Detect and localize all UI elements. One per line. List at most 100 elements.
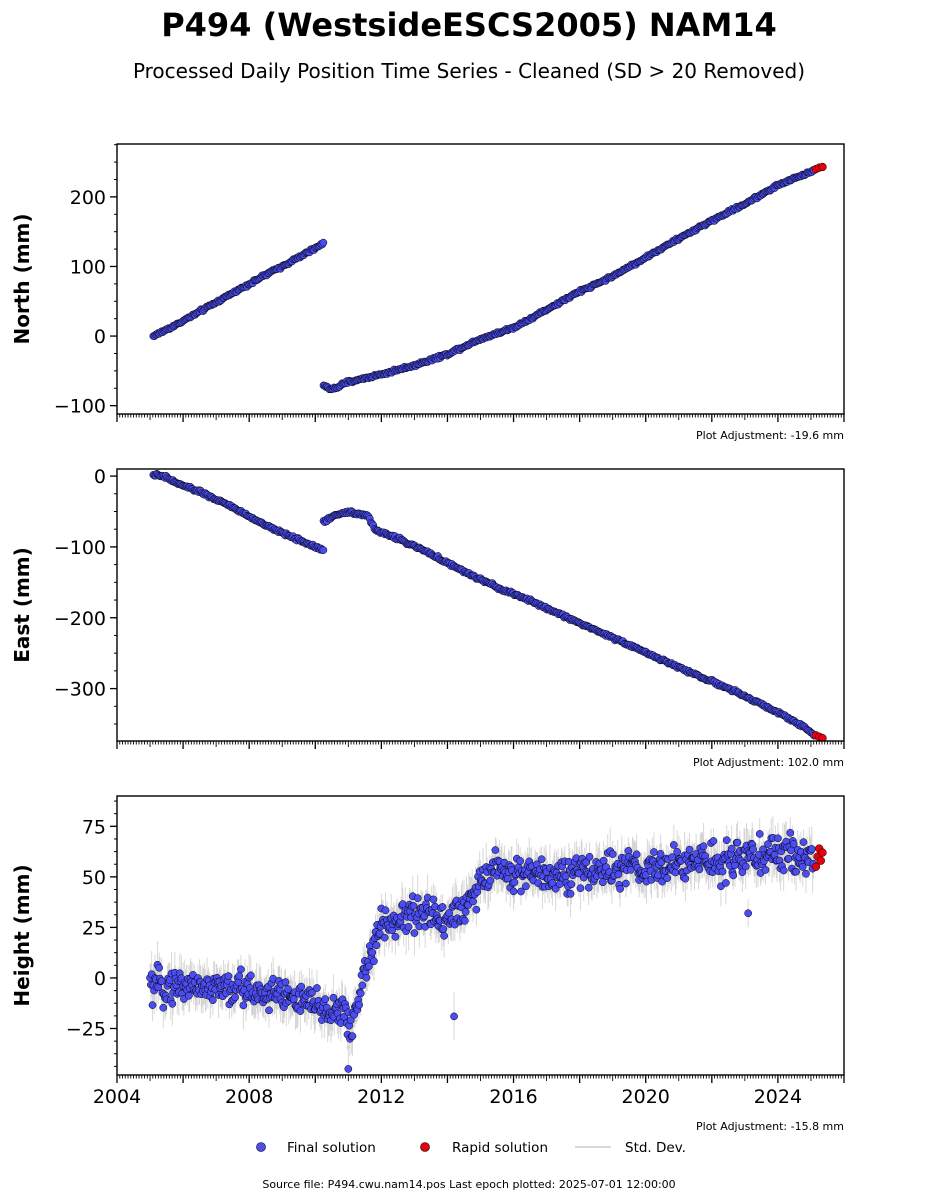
legend-std-label: Std. Dev. xyxy=(625,1140,686,1156)
x-tick-label: 2004 xyxy=(93,1086,141,1108)
legend-final-marker xyxy=(256,1142,266,1152)
final-point xyxy=(722,879,730,887)
final-point xyxy=(669,841,678,849)
height-axes-frame xyxy=(116,795,845,1076)
final-point xyxy=(362,973,371,982)
east-y-ticks: −300 −200 −100 0 xyxy=(54,466,117,725)
final-point xyxy=(671,868,680,877)
final-point xyxy=(159,1003,168,1012)
final-point xyxy=(616,884,624,893)
east-y-axis-label: East (mm) xyxy=(10,547,34,663)
y-tick-label: −25 xyxy=(66,1019,106,1041)
final-point xyxy=(650,848,658,856)
final-point xyxy=(727,844,736,853)
final-point xyxy=(224,972,233,980)
height-plot-adjustment: Plot Adjustment: -15.8 mm xyxy=(696,1120,844,1133)
final-point xyxy=(709,837,718,845)
legend-rapid-marker xyxy=(420,1142,430,1152)
final-point xyxy=(168,999,177,1008)
final-point xyxy=(744,909,753,918)
final-point xyxy=(157,977,166,985)
rapid-point xyxy=(818,734,827,741)
east-panel: −300 −200 −100 0 East (mm) Plot Adjustment: 1… xyxy=(10,466,845,769)
final-point xyxy=(632,850,641,859)
final-point xyxy=(398,900,407,908)
final-point xyxy=(574,869,583,878)
y-tick-label: −100 xyxy=(54,396,106,418)
final-point xyxy=(234,978,243,987)
final-point xyxy=(685,845,694,854)
final-point xyxy=(319,238,328,247)
final-point xyxy=(510,878,519,887)
y-tick-label: 100 xyxy=(70,256,106,278)
final-point xyxy=(450,1012,458,1021)
final-point xyxy=(755,830,764,838)
final-point xyxy=(391,932,400,941)
final-point xyxy=(413,894,422,903)
north-panel: −100 0 100 200 North (mm) Plot Adjustment: -1… xyxy=(10,143,845,442)
north-x-ticks xyxy=(116,414,845,422)
final-point xyxy=(774,834,782,843)
east-plot-adjustment: Plot Adjustment: 102.0 mm xyxy=(693,756,844,769)
final-point xyxy=(461,907,470,916)
final-point xyxy=(231,993,239,1002)
final-point xyxy=(370,957,378,966)
final-point xyxy=(355,1000,363,1009)
final-point xyxy=(308,988,316,997)
final-point xyxy=(381,906,390,915)
final-point xyxy=(807,845,816,853)
final-point xyxy=(509,887,518,896)
final-point xyxy=(576,884,585,893)
x-tick-label: 2008 xyxy=(225,1086,273,1108)
final-point xyxy=(656,850,665,858)
final-point xyxy=(356,989,365,998)
final-point xyxy=(599,856,608,865)
final-point xyxy=(749,845,757,854)
final-point xyxy=(614,870,623,879)
final-point xyxy=(148,1001,157,1009)
final-point xyxy=(296,1007,305,1015)
final-point xyxy=(584,883,593,892)
final-point xyxy=(517,887,525,896)
east-x-ticks xyxy=(116,741,845,749)
final-point xyxy=(567,880,576,889)
final-point xyxy=(246,971,255,980)
final-point xyxy=(779,866,788,875)
final-point xyxy=(738,868,747,877)
final-point xyxy=(297,982,306,991)
y-tick-label: 75 xyxy=(82,816,106,838)
final-point xyxy=(784,854,793,863)
final-point xyxy=(237,965,245,974)
final-point xyxy=(486,876,495,885)
final-point xyxy=(792,867,800,876)
final-point xyxy=(718,867,727,876)
final-point xyxy=(440,932,448,940)
final-point xyxy=(239,1001,248,1010)
final-point xyxy=(548,879,557,887)
final-point xyxy=(786,829,795,837)
height-x-ticks: 2004 2008 2012 2016 2020 2024 xyxy=(93,1075,845,1108)
final-point xyxy=(313,984,321,992)
final-point xyxy=(585,852,594,861)
y-tick-label: 50 xyxy=(82,867,106,889)
y-tick-label: 0 xyxy=(94,326,106,348)
height-panel: −25 0 25 50 75 2004 2008 2012 2016 2020 2024 Height… xyxy=(10,795,845,1133)
final-point xyxy=(409,902,418,910)
legend: Final solution Rapid solution Std. Dev. xyxy=(256,1140,686,1156)
final-point xyxy=(429,895,438,904)
final-point xyxy=(491,846,500,854)
final-point xyxy=(695,865,704,874)
final-point xyxy=(598,878,607,887)
rapid-point xyxy=(818,848,827,857)
final-point xyxy=(566,889,575,898)
final-point xyxy=(469,897,477,906)
y-tick-label: −300 xyxy=(54,679,106,701)
final-point xyxy=(348,1032,357,1041)
source-footer: Source file: P494.cwu.nam14.pos Last epo… xyxy=(262,1178,675,1191)
final-point xyxy=(439,925,448,933)
y-tick-label: 0 xyxy=(94,466,106,488)
final-point xyxy=(358,981,367,990)
north-data xyxy=(149,162,827,394)
east-std-dev-bars xyxy=(152,471,815,737)
final-point xyxy=(741,862,750,871)
